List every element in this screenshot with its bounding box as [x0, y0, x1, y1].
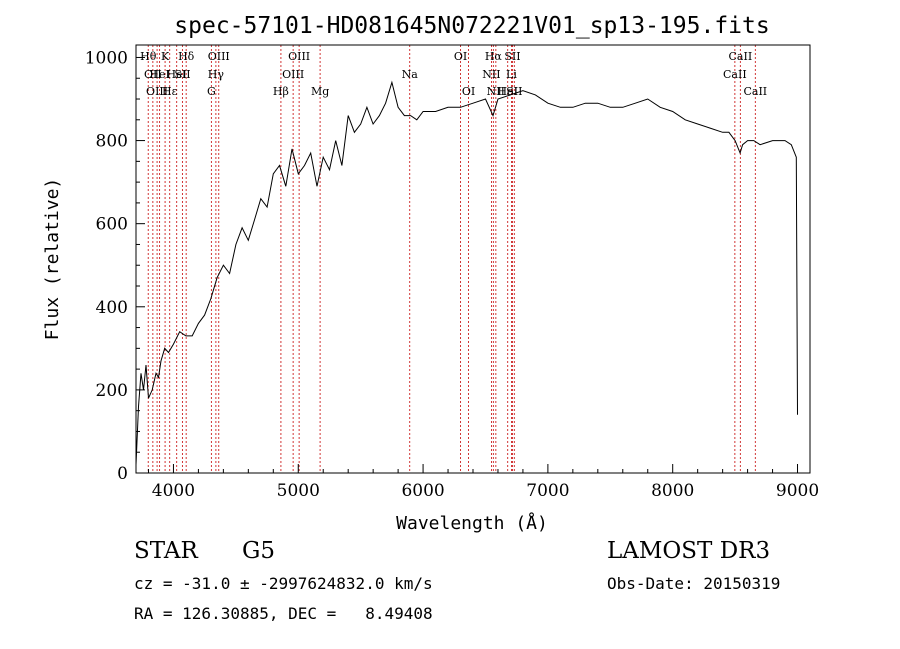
redshift-info: cz = -31.0 ± -2997624832.0 km/s	[134, 574, 433, 593]
spectral-line-labels: HθOIIOIIIHeIKHεHeISIIHδGHγOIIIHβOIIIOIII…	[140, 50, 767, 98]
chart-title: spec-57101-HD081645N072221V01_sp13-195.f…	[174, 13, 769, 39]
spectral-line-label: NII	[487, 85, 505, 98]
y-axis-label: Flux (relative)	[42, 178, 63, 341]
y-tick-label: 800	[96, 132, 128, 152]
x-tick-label: 7000	[526, 481, 569, 501]
x-tick-label: 4000	[152, 481, 195, 501]
x-axis-label: Wavelength (Å)	[396, 512, 548, 534]
x-tick-label: 9000	[776, 481, 819, 501]
survey-name: LAMOST DR3	[607, 538, 771, 564]
y-tick-label: 600	[96, 215, 128, 235]
x-tick-label: 5000	[277, 481, 320, 501]
spectral-line-label: CaII	[723, 68, 747, 81]
spectral-line-label: CaII	[743, 85, 767, 98]
spectral-line-label: OIII	[282, 68, 304, 81]
spectral-line-label: Hβ	[273, 85, 289, 98]
spectral-line-label: OIII	[208, 50, 230, 63]
y-tick-label: 1000	[85, 48, 128, 68]
flux-series-line	[135, 80, 798, 465]
spectral-line-label: OI	[462, 85, 475, 98]
coordinates-info: RA = 126.30885, DEC = 8.49408	[134, 604, 433, 623]
spectral-line-label: OIII	[146, 85, 168, 98]
spectral-line-label: Hγ	[208, 68, 225, 81]
spectral-line-label: OI	[454, 50, 467, 63]
spectral-line-label: Hε	[162, 85, 178, 98]
y-tick-label: 200	[96, 381, 128, 401]
plot-frame	[135, 44, 811, 474]
spectral-line-label: Li	[506, 68, 517, 81]
object-subclass: G5	[242, 538, 276, 564]
x-tick-label: 8000	[651, 481, 694, 501]
spectral-line-label: HeI	[497, 85, 517, 98]
spectral-line-label: HeI	[166, 68, 186, 81]
spectral-line-label: HeI	[149, 68, 169, 81]
observation-date: Obs-Date: 20150319	[607, 574, 781, 593]
object-class: STAR	[134, 538, 198, 564]
x-axis: 4000 5000 6000 7000 8000 9000	[147, 464, 819, 501]
spectral-line-label: Hα	[485, 50, 503, 63]
spectral-line-label: SII	[174, 68, 190, 81]
spectral-line-label: OIII	[288, 50, 310, 63]
y-axis: 0 200 400 600 800 1000	[85, 48, 145, 484]
x-tick-label: 6000	[401, 481, 444, 501]
spectral-line-label: Na	[402, 68, 419, 81]
y-tick-label: 0	[117, 464, 128, 484]
spectral-line-label: G	[207, 85, 216, 98]
spectral-line-label: Mg	[311, 85, 329, 98]
spectral-line-label: NII	[482, 68, 500, 81]
y-tick-label: 400	[96, 298, 128, 318]
spectral-line-label: Hδ	[178, 50, 195, 63]
spectral-line-label: K	[161, 50, 170, 63]
spectral-line-label: OII	[144, 68, 162, 81]
spectral-line-markers	[147, 45, 756, 473]
spectral-line-label: CaII	[729, 50, 753, 63]
spectral-line-label: Hθ	[140, 50, 157, 63]
spectral-line-label: SII	[504, 50, 520, 63]
